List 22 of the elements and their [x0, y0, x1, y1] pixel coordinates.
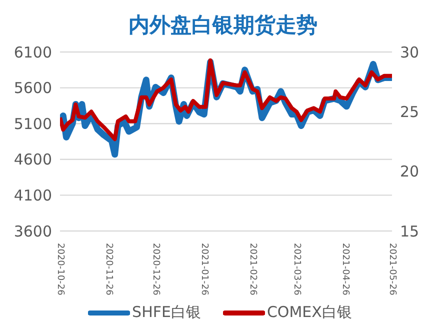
x-tick-label: 2020-10-26 [55, 243, 65, 296]
y-tick-label: 5600 [14, 79, 52, 98]
chart-title: 内外盘白银期货走势 [128, 12, 318, 39]
x-tick-label: 2021-04-26 [340, 243, 350, 296]
x-tick-label: 2020-11-26 [104, 243, 114, 296]
x-tick-label: 2021-02-26 [248, 243, 258, 296]
line-series [60, 58, 392, 142]
y-tick-label: 4600 [14, 150, 52, 169]
y2-tick-label: 15 [400, 222, 420, 240]
legend-label: SHFE白银 [132, 303, 201, 322]
legend-label: COMEX白银 [266, 303, 352, 322]
x-tick-label: 2021-05-26 [387, 243, 397, 296]
x-tick-label: 2021-01-26 [199, 243, 210, 296]
y2-tick-label: 20 [400, 162, 420, 181]
y-tick-label: 4100 [14, 186, 52, 205]
y2-tick-label: 30 [400, 43, 420, 62]
x-tick-label: 2021-03-26 [291, 243, 302, 296]
x-tick-label: 2020-12-26 [150, 243, 161, 296]
y-tick-label: 6100 [14, 43, 52, 62]
y2-tick-label: 25 [400, 102, 420, 121]
y-tick-label: 5100 [14, 114, 52, 133]
y-tick-label: 3600 [14, 222, 52, 240]
